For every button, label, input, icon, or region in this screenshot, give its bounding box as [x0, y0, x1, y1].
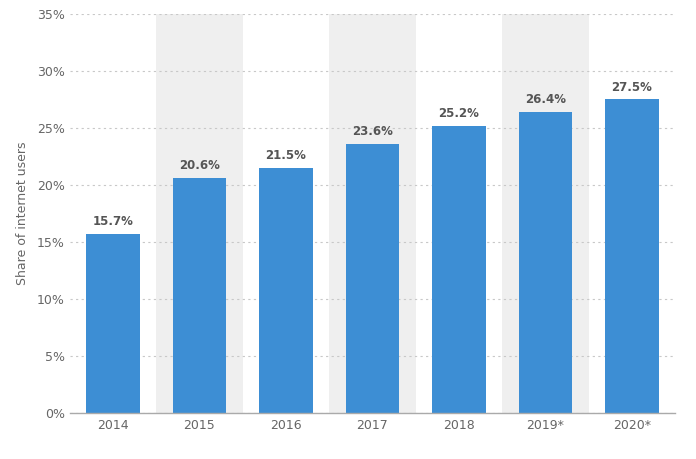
Bar [432, 126, 486, 413]
Bar [605, 99, 658, 413]
Text: 26.4%: 26.4% [525, 93, 566, 106]
Text: 21.5%: 21.5% [265, 149, 306, 162]
Text: 25.2%: 25.2% [438, 107, 480, 120]
Text: 15.7%: 15.7% [93, 215, 134, 228]
Bar [156, 14, 243, 413]
Bar [329, 14, 416, 413]
Bar [259, 168, 313, 413]
Bar [173, 178, 226, 413]
Y-axis label: Share of internet users: Share of internet users [15, 142, 29, 285]
Text: 27.5%: 27.5% [611, 81, 652, 94]
Bar [502, 14, 589, 413]
Bar [519, 112, 572, 413]
Text: 20.6%: 20.6% [179, 159, 220, 173]
Bar [86, 234, 140, 413]
Bar [345, 144, 400, 413]
Text: 23.6%: 23.6% [352, 125, 393, 138]
